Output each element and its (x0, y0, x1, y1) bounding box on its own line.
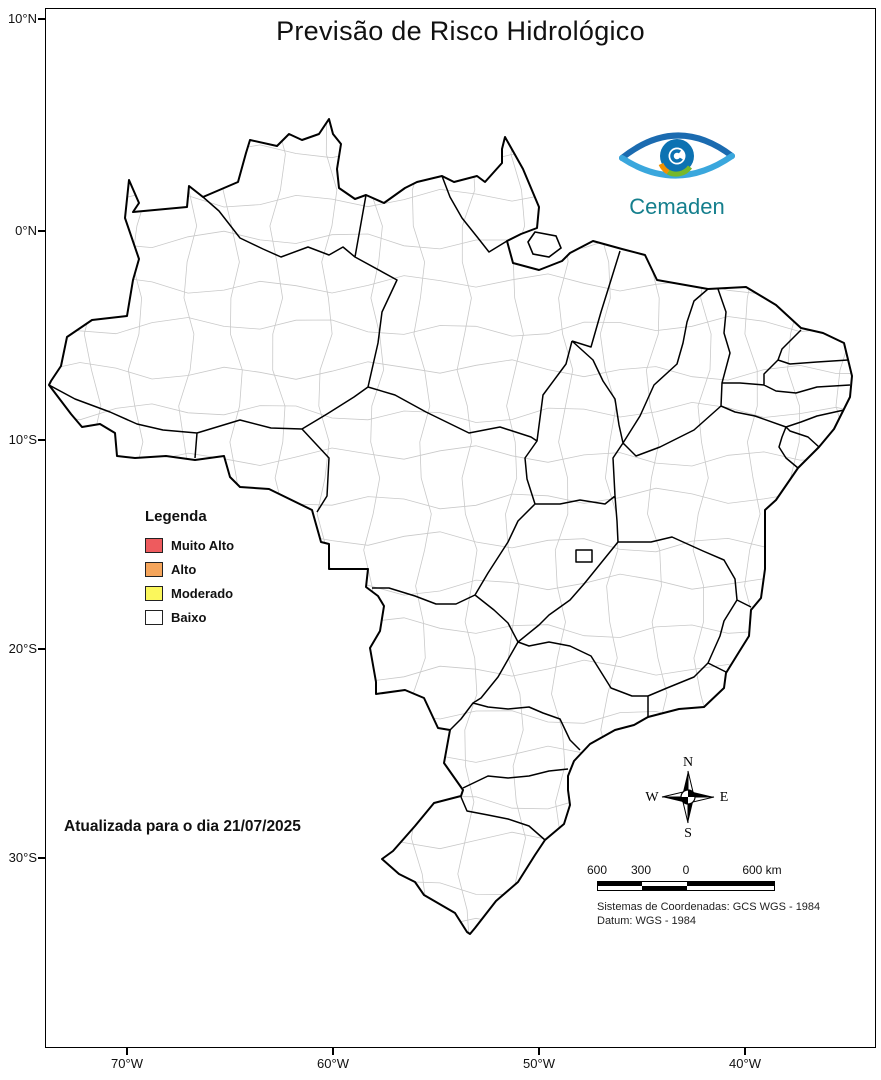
legend-label: Moderado (171, 585, 234, 601)
datum-line: Datum: WGS - 1984 (597, 914, 697, 927)
lat-label: 20°S (8, 641, 37, 656)
lon-label: 50°W (523, 1056, 555, 1071)
cemaden-eye-icon (619, 132, 735, 179)
cemaden-logo: Cemaden (619, 132, 735, 219)
compass-north-label: N (683, 755, 693, 770)
lon-label: 40°W (729, 1056, 761, 1071)
map-frame (45, 8, 876, 1048)
legend-item: Baixo (145, 609, 234, 625)
cemaden-wordmark: Cemaden (629, 194, 724, 219)
legend: Legenda Muito Alto Alto Moderado Baixo (145, 508, 234, 633)
scale-label: 600 km (742, 863, 782, 877)
legend-label: Muito Alto (171, 537, 235, 553)
scale-label: 0 (682, 863, 690, 877)
brazil-map: N S W E (48, 118, 853, 935)
legend-swatch-baixo (145, 609, 163, 625)
compass-south-label: S (684, 826, 692, 841)
brazil-country-fill (49, 119, 852, 934)
legend-item: Muito Alto (145, 537, 234, 553)
legend-item: Alto (145, 561, 234, 577)
lon-label: 70°W (111, 1056, 143, 1071)
lat-tick (38, 230, 45, 232)
lat-label: 0°N (15, 223, 37, 238)
coordinate-system-notes: Sistemas de Coordenadas: GCS WGS - 1984 … (597, 901, 820, 928)
legend-swatch-muito-alto (145, 537, 163, 553)
lat-label: 30°S (8, 850, 37, 865)
lat-label: 10°N (7, 11, 37, 26)
page-title: Previsão de Risco Hidrológico (276, 16, 645, 46)
lon-tick (538, 1048, 540, 1055)
scale-bar-row (598, 886, 774, 890)
legend-item: Moderado (145, 585, 234, 601)
lat-tick (38, 439, 45, 441)
legend-title: Legenda (145, 508, 207, 525)
lat-tick (38, 648, 45, 650)
scale-bar (597, 881, 775, 891)
scale-bar-row (598, 882, 774, 886)
lon-label: 60°W (317, 1056, 349, 1071)
scale-label: 300 (630, 863, 652, 877)
compass-east-label: E (720, 790, 729, 805)
legend-label: Baixo (171, 609, 207, 625)
lat-label: 10°S (8, 432, 37, 447)
legend-swatch-moderado (145, 585, 163, 601)
scale-label: 600 (586, 863, 608, 877)
lon-tick (744, 1048, 746, 1055)
marajo-island (527, 231, 562, 258)
compass-west-label: W (645, 790, 659, 805)
legend-label: Alto (171, 561, 197, 577)
compass-rose: N S W E (645, 755, 728, 841)
lat-tick (38, 18, 45, 20)
update-note: Atualizada para o dia 21/07/2025 (64, 818, 301, 835)
coordinate-system-line: Sistemas de Coordenadas: GCS WGS - 1984 (597, 901, 821, 913)
lon-tick (126, 1048, 128, 1055)
lat-tick (38, 857, 45, 859)
brazil-country-outline (48, 118, 853, 935)
legend-swatch-alto (145, 561, 163, 577)
state-borders (49, 175, 851, 841)
lon-tick (332, 1048, 334, 1055)
